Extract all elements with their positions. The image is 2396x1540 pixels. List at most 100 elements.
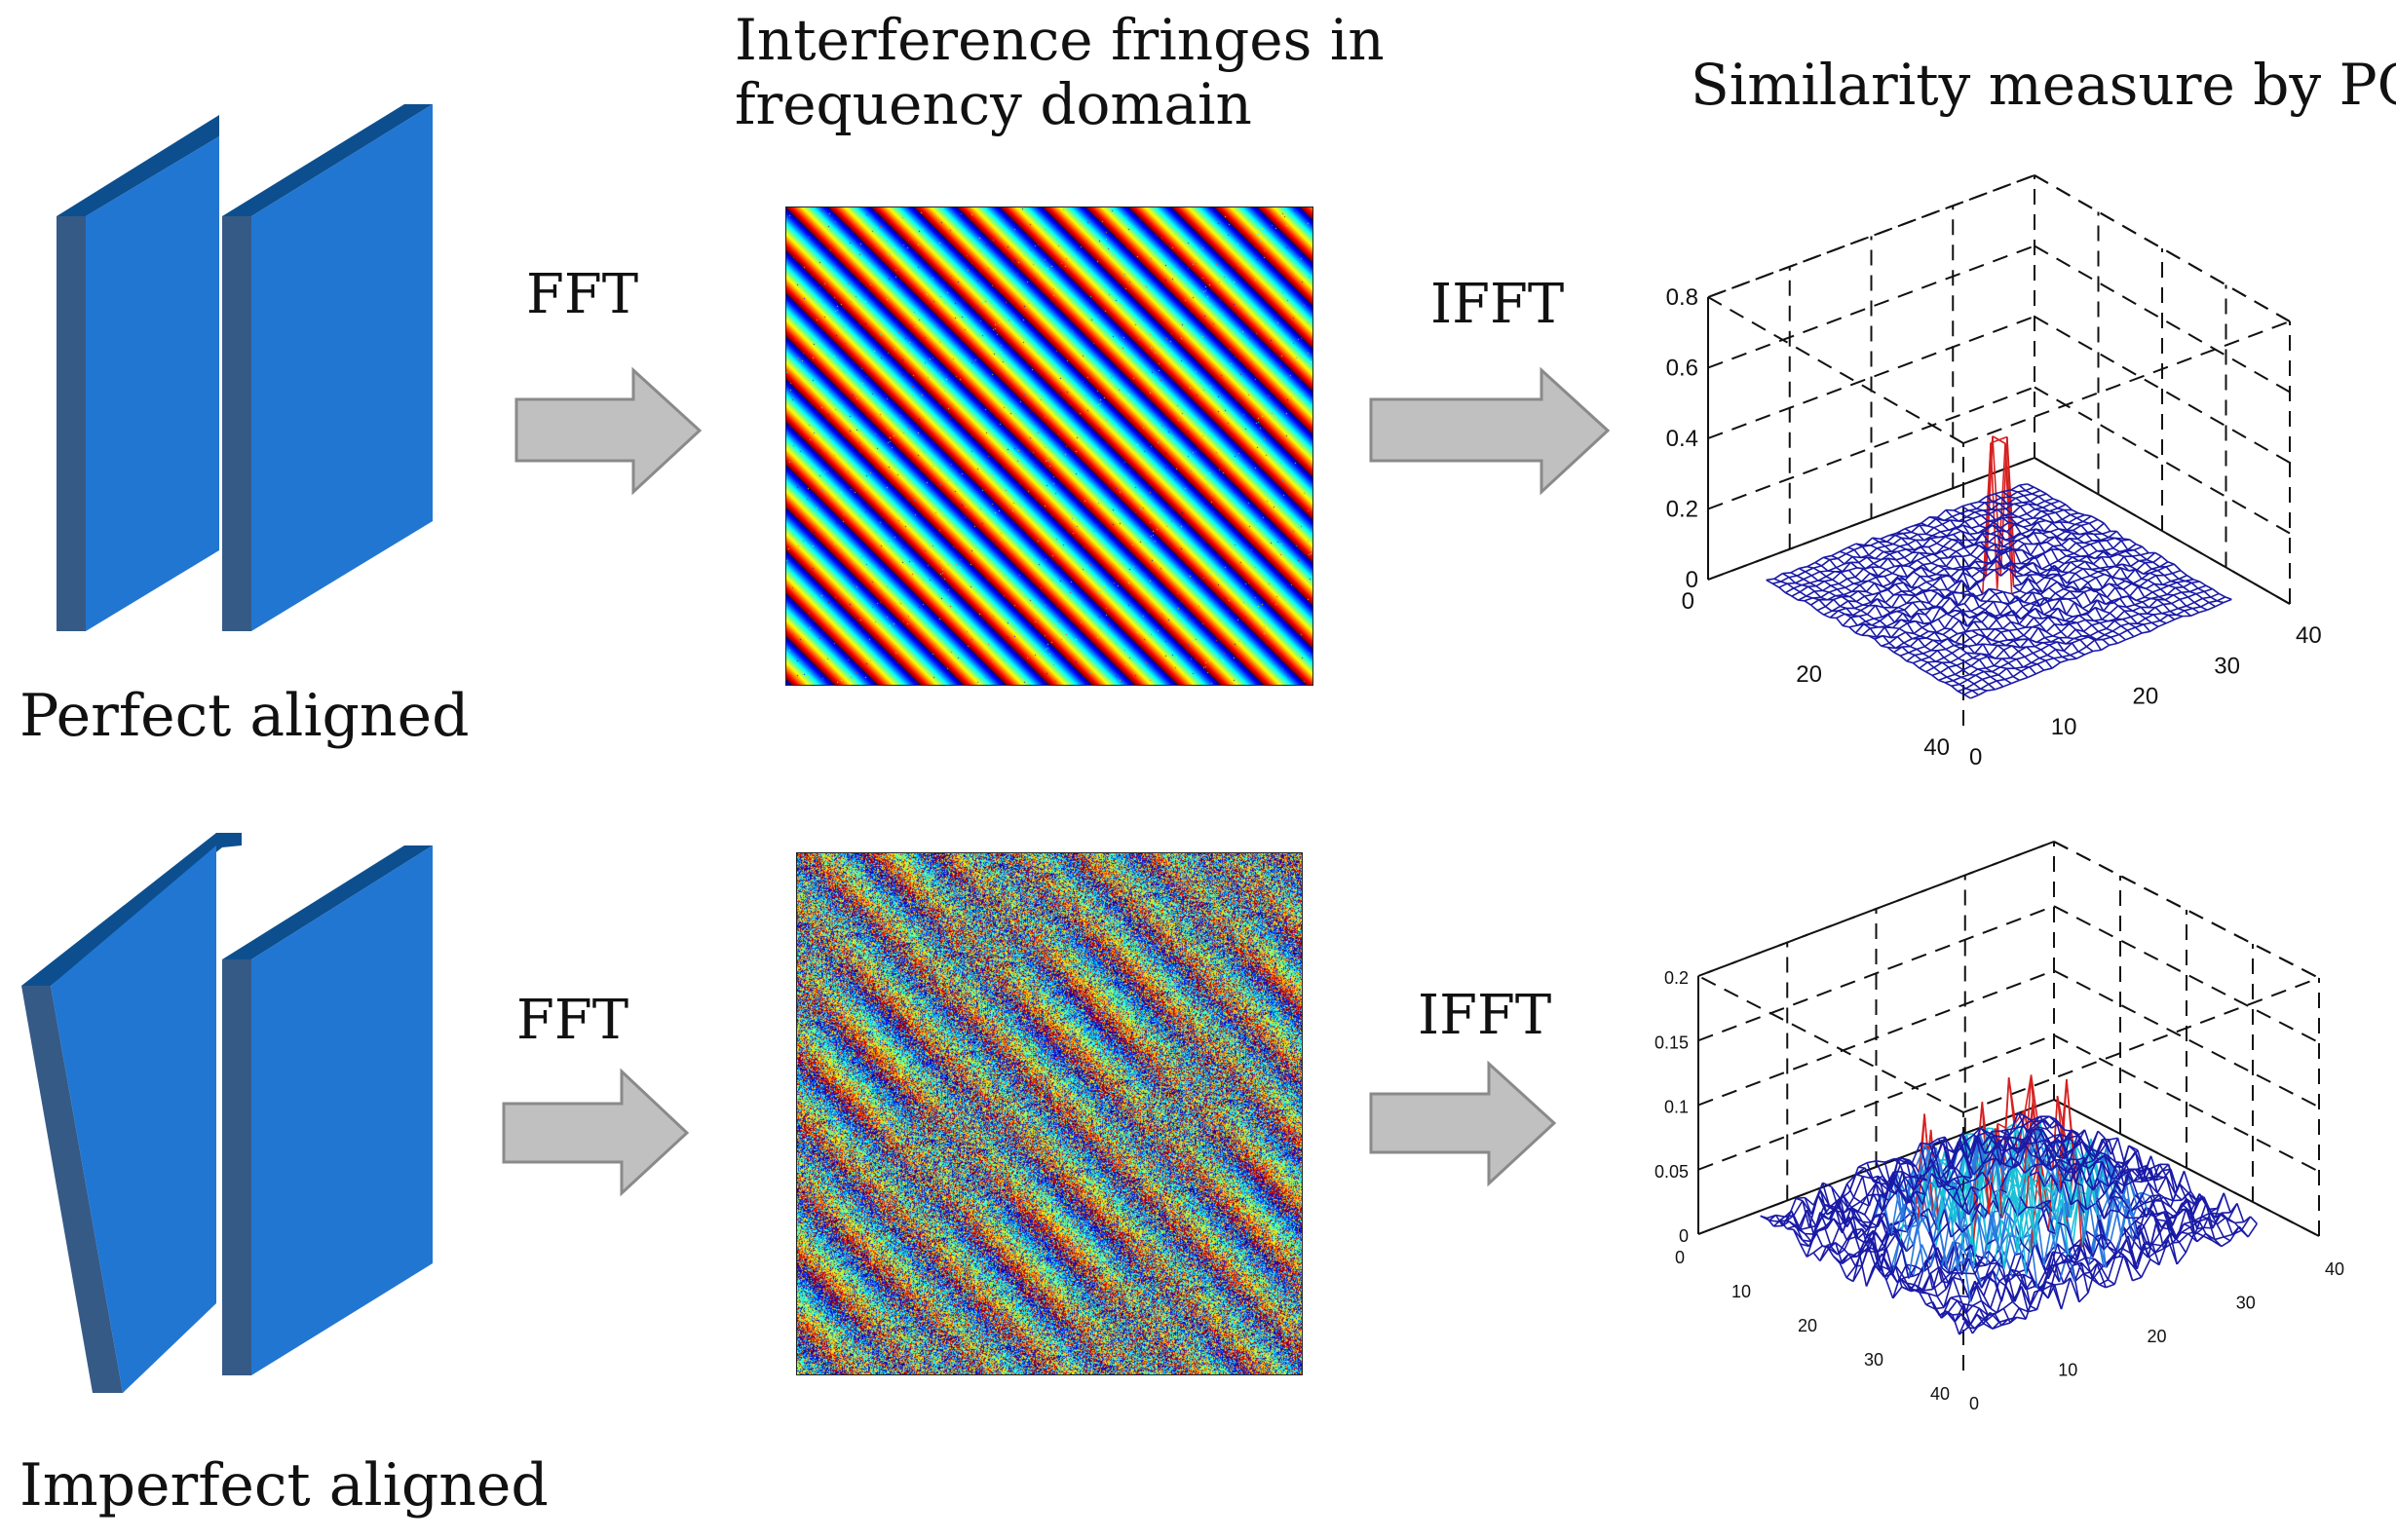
mesh-line <box>2031 657 2040 664</box>
mesh-line <box>1974 643 1984 655</box>
mesh-line <box>2066 573 2076 584</box>
mesh-line <box>1989 587 1997 591</box>
mesh-line <box>1927 576 1935 582</box>
mesh-line <box>2035 577 2045 585</box>
mesh-line <box>1927 546 1936 555</box>
mesh-line <box>2109 612 2117 620</box>
mesh-line <box>1880 538 1887 544</box>
mesh-line <box>2132 1276 2142 1282</box>
mesh-line <box>2022 661 2032 668</box>
x-tick-label: 0 <box>1969 1394 1979 1413</box>
mesh-line <box>1908 565 1916 571</box>
mesh-line <box>1944 627 1952 630</box>
mesh-line <box>2214 1236 2225 1241</box>
mesh-line <box>1882 635 1890 644</box>
mesh-line <box>1912 635 1921 640</box>
mesh-line <box>1909 590 1918 596</box>
mesh-line <box>2069 622 2076 630</box>
x-tick-label: 40 <box>2296 622 2322 649</box>
mesh-line <box>2032 591 2040 607</box>
mesh-line <box>1799 591 1807 597</box>
mesh-line <box>1798 595 1807 601</box>
mesh-line <box>1881 642 1890 648</box>
mesh-line <box>2054 1282 2064 1286</box>
mesh-line <box>2048 644 2057 651</box>
mesh-line <box>1866 604 1877 616</box>
mesh-line <box>1835 593 1845 597</box>
mesh-line <box>1873 558 1883 565</box>
mesh-line <box>2073 581 2081 591</box>
mesh-line <box>1963 690 1973 695</box>
mesh-line <box>2057 607 2066 621</box>
mesh-line <box>1960 530 1970 536</box>
mesh-line <box>1975 670 1985 676</box>
mesh-line <box>1921 522 1928 527</box>
mesh-line <box>1955 631 1965 644</box>
mesh-line <box>1838 610 1845 616</box>
mesh-line <box>2065 637 2074 645</box>
mesh-line <box>1928 543 1938 548</box>
mesh-line <box>2032 623 2040 628</box>
mesh-line <box>1874 550 1884 560</box>
mesh-line <box>1998 438 2006 445</box>
mesh-line <box>2023 634 2031 641</box>
mesh-line <box>1855 600 1864 606</box>
mesh-line <box>1921 566 1929 578</box>
mesh-line <box>1914 545 1923 551</box>
mesh-line <box>1979 628 1988 639</box>
plate-2-side <box>222 216 251 631</box>
mesh-line <box>2029 666 2036 675</box>
mesh-line <box>2027 614 2035 619</box>
mesh-line <box>2073 601 2082 616</box>
mesh-line <box>1850 583 1861 593</box>
mesh-line <box>1919 661 1928 669</box>
mesh-line <box>1897 550 1905 558</box>
mesh-line <box>1863 537 1874 546</box>
mesh-line <box>1788 577 1797 584</box>
mesh-line <box>2045 623 2056 633</box>
mesh-line <box>1923 646 1932 652</box>
mesh-line <box>1959 620 1968 627</box>
mesh-line <box>2247 1222 2258 1238</box>
mesh-line <box>2009 1307 2020 1324</box>
mesh-line <box>1903 642 1911 648</box>
y-tick-label: 40 <box>1930 1384 1950 1404</box>
mesh-line <box>1919 667 1926 673</box>
mesh-line <box>1993 601 2001 616</box>
mesh-line <box>1852 555 1861 559</box>
mesh-line <box>1807 561 1816 568</box>
mesh-line <box>1927 573 1937 578</box>
mesh-line <box>1869 627 1878 638</box>
mesh-line <box>1831 554 1839 560</box>
mesh-line <box>1862 601 1872 606</box>
mesh-line <box>2053 657 2061 663</box>
mesh-line <box>1845 548 1855 555</box>
mesh-line <box>2060 622 2071 633</box>
mesh-line <box>2016 571 2024 577</box>
mesh-line <box>1949 637 1957 644</box>
mesh-line <box>1957 594 1967 606</box>
mesh-line <box>1837 552 1847 560</box>
mesh-line <box>1974 560 1983 570</box>
mesh-line <box>1821 558 1831 567</box>
mesh-line <box>1905 595 1916 605</box>
mesh-line <box>1880 534 1889 540</box>
mesh-line <box>1934 1308 1943 1319</box>
mesh-line <box>1948 527 1958 531</box>
mesh-line <box>1985 569 1996 578</box>
z-tick-label: 0.15 <box>1654 1033 1689 1052</box>
mesh-line <box>1973 678 1983 685</box>
mesh-line <box>1943 568 1952 578</box>
mesh-line <box>1850 1201 1861 1209</box>
mesh-line <box>2044 597 2053 611</box>
plate-1-top <box>57 115 219 216</box>
mesh-line <box>1950 519 1958 530</box>
mesh-line <box>2094 607 2103 620</box>
mesh-line <box>2011 589 2021 595</box>
mesh-line <box>2091 624 2099 632</box>
mesh-line <box>1913 658 1922 664</box>
mesh-line <box>1936 627 1946 633</box>
mesh-line <box>2118 1256 2126 1258</box>
mesh-line <box>1951 683 1960 687</box>
mesh-line <box>1875 605 1883 618</box>
